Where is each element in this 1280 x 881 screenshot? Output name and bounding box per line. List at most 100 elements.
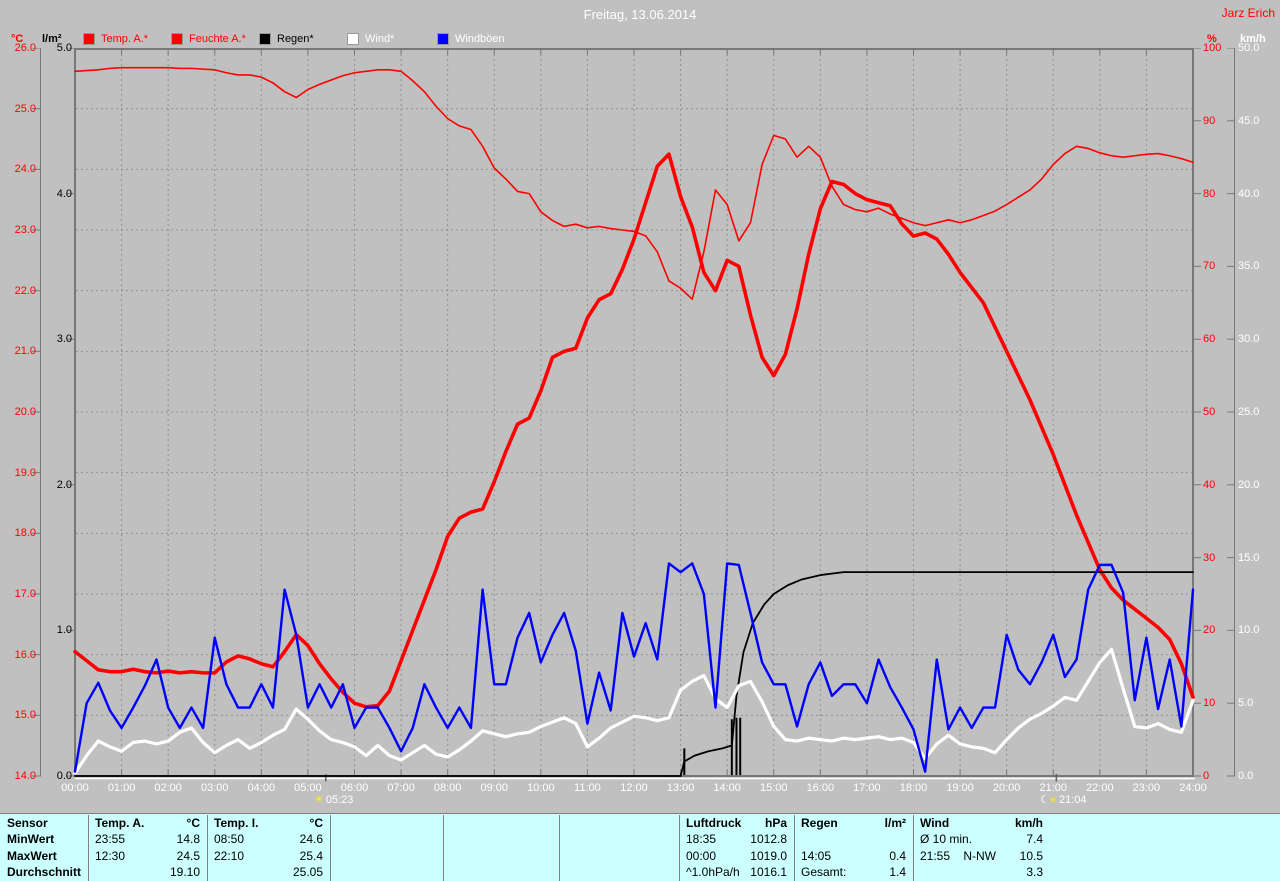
legend-item-label: Wind* xyxy=(365,33,395,45)
x-tick-label: 09:00 xyxy=(480,782,509,794)
x-tick-label: 14:00 xyxy=(713,782,741,794)
series-rain-cumulative xyxy=(74,571,1194,777)
table-cell-time: Gesamt: xyxy=(801,865,847,880)
table-row-label-column: Sensor MinWert MaxWert Durchschnitt xyxy=(0,815,89,881)
table-cell-time: 00:00 xyxy=(686,848,717,863)
table-cell-value: 1016.1 xyxy=(750,865,787,880)
table-cell-time: 18:35 xyxy=(686,832,717,847)
table-cell-value: 24.5 xyxy=(176,848,200,863)
table-cell-time: 22:10 xyxy=(214,848,245,863)
x-tick-label: 19:00 xyxy=(946,782,974,794)
x-tick-label: 13:00 xyxy=(666,782,695,794)
x-tick-label: 24:00 xyxy=(1179,782,1207,794)
table-row: 19.10 xyxy=(88,865,207,881)
table-row xyxy=(794,832,913,849)
table-row: 21:55 N-NW 10.5 xyxy=(913,848,1050,865)
stats-table: Sensor MinWert MaxWert Durchschnitt Temp. A.… xyxy=(0,813,1280,881)
table-section-header: Temp. A. °C xyxy=(88,815,207,832)
table-section-luftdruck: Luftdruck hPa 18:35 1012.8 00:00 1019.0 ^1.0hP… xyxy=(679,815,795,881)
table-section-header xyxy=(443,815,559,832)
table-row xyxy=(443,832,559,849)
legend-swatch xyxy=(83,33,95,45)
x-tick-label: 23:00 xyxy=(1132,782,1161,794)
table-cell-value: 1.4 xyxy=(889,865,906,880)
table-cell-value: 0.4 xyxy=(889,848,906,863)
table-row-label: Durchschnitt xyxy=(7,865,82,880)
sunset-marker: ☾ ☀ 21:04 xyxy=(1040,792,1086,808)
table-row: 23:55 14.8 xyxy=(88,832,207,849)
x-tick-label: 08:00 xyxy=(433,782,462,794)
table-row: Gesamt: 1.4 xyxy=(794,865,913,881)
table-cell-value: 14.8 xyxy=(176,832,200,847)
unit-celsius-label: °C xyxy=(11,33,24,45)
section-title: Temp. A. xyxy=(95,815,145,830)
legend-swatch xyxy=(437,33,449,45)
table-cell-value: 24.6 xyxy=(299,832,323,847)
section-unit: hPa xyxy=(764,815,787,830)
table-section-temp-i: Temp. I. °C 08:50 24.6 22:10 25.4 25.05 xyxy=(207,815,331,881)
table-cell-time: 08:50 xyxy=(214,832,245,847)
table-cell-value: 1019.0 xyxy=(750,848,787,863)
table-cell-value: 25.05 xyxy=(292,865,323,880)
table-section-header: Wind km/h xyxy=(913,815,1050,832)
section-unit: °C xyxy=(186,815,200,830)
table-section-header: Temp. I. °C xyxy=(207,815,330,832)
x-tick-label: 20:00 xyxy=(992,782,1021,794)
table-row-label: MaxWert xyxy=(7,848,57,863)
section-unit: km/h xyxy=(1014,815,1043,830)
legend-item: Windböen xyxy=(437,32,505,46)
x-tick-label: 11:00 xyxy=(574,782,601,794)
table-row: 3.3 xyxy=(913,865,1050,881)
moon-icon: ☾ xyxy=(1040,793,1050,806)
section-unit: °C xyxy=(309,815,323,830)
legend-item: Regen* xyxy=(259,32,314,46)
table-cell-time: 23:55 xyxy=(95,832,126,847)
table-row: 25.05 xyxy=(207,865,330,881)
x-tick-label: 16:00 xyxy=(806,782,835,794)
page-title: Freitag, 13.06.2014 xyxy=(583,7,697,22)
x-tick-label: 10:00 xyxy=(527,782,555,794)
table-row: 14:05 0.4 xyxy=(794,848,913,865)
x-tick-label: 02:00 xyxy=(154,782,182,794)
series-wind xyxy=(73,647,1195,775)
legend-item-label: Regen* xyxy=(277,33,314,45)
table-section-header: Regen l/m² xyxy=(794,815,913,832)
table-section-wind: Wind km/h Ø 10 min. 7.4 21:55 N-NW 10.5 3.3 xyxy=(913,815,1050,881)
table-section-empty-2 xyxy=(443,815,560,881)
section-unit: l/m² xyxy=(884,815,906,830)
chart-plot xyxy=(32,48,1235,782)
table-row: 12:30 24.5 xyxy=(88,848,207,865)
legend-item-label: Windböen xyxy=(455,33,505,45)
author-label: Jarz Erich xyxy=(1221,6,1275,20)
legend-item-label: Feuchte A.* xyxy=(189,33,246,45)
x-tick-label: 17:00 xyxy=(853,782,881,794)
section-title: Luftdruck xyxy=(686,815,742,830)
table-row-label: Sensor xyxy=(7,815,48,830)
table-row xyxy=(559,848,679,865)
sunrise-time: 05:23 xyxy=(325,794,354,806)
table-section-empty-3 xyxy=(559,815,680,881)
legend-item: Temp. A.* xyxy=(83,32,148,46)
table-row xyxy=(330,848,443,865)
legend-swatch xyxy=(347,33,359,45)
legend-item: Wind* xyxy=(347,32,394,46)
unit-lm2-label: l/m² xyxy=(42,33,62,45)
table-cell-value: 7.4 xyxy=(1026,832,1043,847)
x-tick-label: 01:00 xyxy=(107,782,136,794)
sunrise-marker: ☀ 05:23 xyxy=(314,792,353,808)
table-section-header xyxy=(559,815,679,832)
table-section-header xyxy=(330,815,443,832)
table-cell-value: 25.4 xyxy=(299,848,323,863)
table-row xyxy=(443,865,559,881)
sunset-time: 21:04 xyxy=(1058,794,1087,806)
x-tick-label: 03:00 xyxy=(200,782,229,794)
table-cell-value: 10.5 xyxy=(1019,848,1043,863)
unit-kmh-label: km/h xyxy=(1240,33,1266,45)
x-tick-label: 07:00 xyxy=(387,782,415,794)
table-cell-value: 1012.8 xyxy=(750,832,787,847)
table-row xyxy=(443,848,559,865)
table-cell-time: ^1.0hPa/h xyxy=(686,865,740,880)
x-tick-label: 04:00 xyxy=(247,782,276,794)
table-row xyxy=(559,832,679,849)
